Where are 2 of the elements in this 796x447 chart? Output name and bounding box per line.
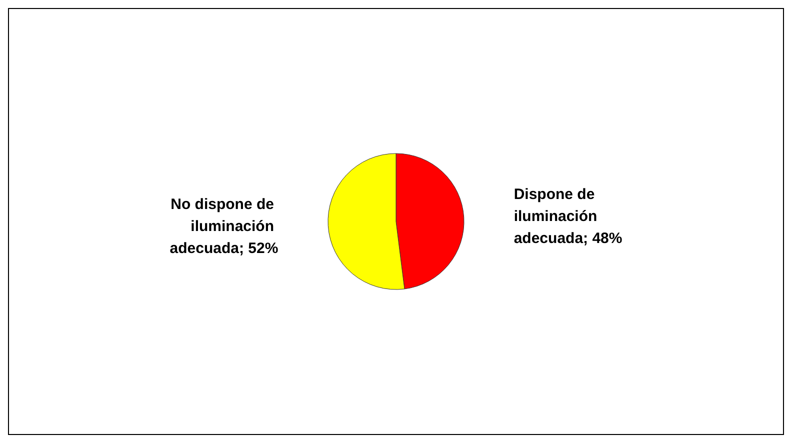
- slice-label: No dispone de iluminación adecuada; 52%: [170, 196, 278, 258]
- slice-label: Dispone de iluminación adecuada; 48%: [514, 186, 622, 247]
